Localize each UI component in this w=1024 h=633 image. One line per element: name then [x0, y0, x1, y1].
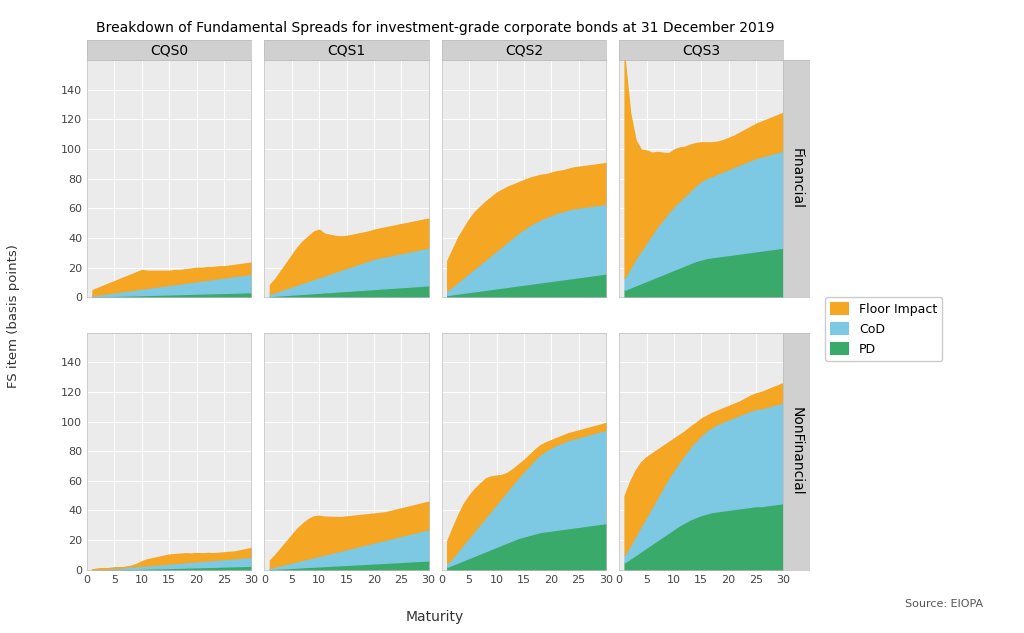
Text: FS item (basis points): FS item (basis points) — [7, 244, 19, 389]
Text: CQS2: CQS2 — [505, 43, 543, 57]
Text: CQS0: CQS0 — [151, 43, 188, 57]
Text: Maturity: Maturity — [407, 610, 464, 624]
Text: NonFinancial: NonFinancial — [790, 407, 803, 496]
Text: CQS3: CQS3 — [682, 43, 720, 57]
Text: Breakdown of Fundamental Spreads for investment-grade corporate bonds at 31 Dece: Breakdown of Fundamental Spreads for inv… — [96, 22, 774, 35]
Text: Financial: Financial — [790, 148, 803, 209]
Text: Source: EIOPA: Source: EIOPA — [905, 599, 983, 609]
Legend: Floor Impact, CoD, PD: Floor Impact, CoD, PD — [825, 298, 942, 361]
Text: CQS1: CQS1 — [328, 43, 366, 57]
